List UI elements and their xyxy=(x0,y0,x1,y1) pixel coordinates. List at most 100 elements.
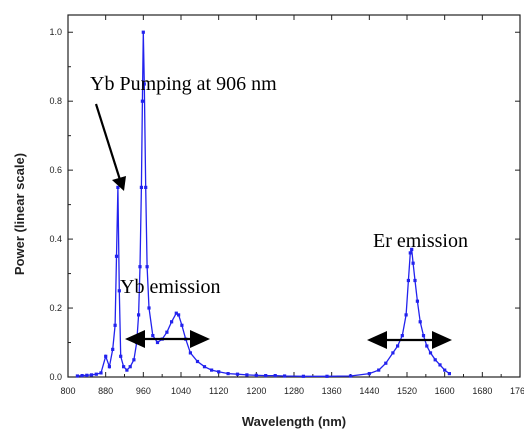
data-point xyxy=(113,323,117,327)
data-point xyxy=(104,354,108,358)
data-point xyxy=(141,30,145,34)
data-point xyxy=(174,311,178,315)
data-point xyxy=(145,265,149,269)
data-point xyxy=(413,278,417,283)
data-point xyxy=(125,368,129,372)
y-tick-label: 0.2 xyxy=(49,303,62,313)
annotation-yb-emission: Yb emission xyxy=(120,276,221,298)
data-point xyxy=(94,372,98,376)
x-tick-label: 1200 xyxy=(246,386,266,396)
data-point xyxy=(433,358,437,362)
data-point xyxy=(245,373,249,377)
data-point xyxy=(111,347,115,351)
annotations: Yb Pumping at 906 nm Yb emission Er emis… xyxy=(90,73,468,349)
data-point xyxy=(406,278,410,283)
data-point xyxy=(226,372,230,376)
data-point xyxy=(400,334,404,338)
annotation-er-emission: Er emission xyxy=(373,230,468,252)
data-point xyxy=(301,374,305,378)
data-point xyxy=(151,334,155,338)
data-point xyxy=(254,373,258,377)
data-point xyxy=(165,330,169,334)
data-point xyxy=(107,365,111,369)
data-point xyxy=(132,358,136,362)
er-emission-arrow-right-head xyxy=(432,331,452,349)
x-tick-label: 1760 xyxy=(510,386,524,396)
data-point xyxy=(128,365,132,369)
x-axis-title: Wavelength (nm) xyxy=(242,414,346,429)
data-point xyxy=(142,82,146,86)
pump-arrow-shaft xyxy=(94,103,123,184)
data-point xyxy=(217,370,221,374)
data-point xyxy=(421,334,426,338)
data-point xyxy=(202,365,207,369)
data-point xyxy=(80,374,84,378)
data-point xyxy=(377,368,381,372)
x-tick-label: 1120 xyxy=(209,386,228,396)
data-point xyxy=(170,320,174,324)
er-emission-arrow-left-head xyxy=(367,331,387,349)
data-point xyxy=(177,313,181,317)
data-point xyxy=(410,247,414,251)
data-point xyxy=(415,299,419,303)
y-tick-label: 0.0 xyxy=(49,372,62,382)
x-tick-label: 1520 xyxy=(397,386,417,396)
y-tick-label: 0.6 xyxy=(49,165,62,175)
data-point xyxy=(114,254,119,258)
x-tick-label: 960 xyxy=(136,386,151,396)
data-point xyxy=(404,313,408,317)
data-point xyxy=(119,354,123,358)
data-point xyxy=(139,185,143,189)
data-point xyxy=(391,351,395,355)
data-point xyxy=(144,185,148,189)
data-point xyxy=(122,365,126,369)
pump-arrow-head xyxy=(112,176,126,191)
x-tick-label: 1040 xyxy=(171,386,191,396)
data-point xyxy=(180,323,184,327)
y-tick-label: 0.8 xyxy=(49,96,62,106)
data-point xyxy=(188,351,192,355)
data-point xyxy=(425,344,429,348)
y-tick-label: 0.4 xyxy=(49,234,62,244)
y-tick-label: 1.0 xyxy=(49,27,62,37)
data-point xyxy=(428,351,433,355)
data-point xyxy=(210,368,214,372)
plot-border xyxy=(67,14,521,378)
data-point xyxy=(137,313,141,317)
y-axis-ticks: 0.0 0.2 0.4 0.6 0.8 1.0 xyxy=(49,27,520,382)
yb-emission-arrow-left-head xyxy=(125,330,145,348)
data-point xyxy=(325,374,329,378)
data-point xyxy=(195,359,200,364)
x-tick-label: 1440 xyxy=(359,386,379,396)
y-axis-title: Power (linear scale) xyxy=(12,153,27,275)
annotation-yb-pumping: Yb Pumping at 906 nm xyxy=(90,73,277,95)
data-point xyxy=(138,265,142,269)
x-tick-label: 1280 xyxy=(284,386,304,396)
data-point xyxy=(384,361,388,365)
data-point xyxy=(283,374,287,378)
x-tick-label: 800 xyxy=(60,386,75,396)
x-tick-label: 880 xyxy=(98,386,113,396)
data-point xyxy=(155,340,160,345)
data-point xyxy=(116,185,120,189)
data-point xyxy=(89,373,94,377)
data-point xyxy=(408,251,412,255)
data-point xyxy=(147,306,151,310)
data-point xyxy=(75,374,79,378)
data-point xyxy=(367,372,371,376)
data-point xyxy=(264,374,268,378)
data-point xyxy=(438,363,442,367)
data-point xyxy=(443,368,447,372)
data-point xyxy=(447,372,451,376)
data-point xyxy=(140,99,144,103)
data-point xyxy=(418,320,422,324)
data-point xyxy=(273,374,277,378)
data-point xyxy=(411,261,415,265)
plot-frame xyxy=(67,14,521,378)
data-point xyxy=(348,374,353,378)
data-point xyxy=(117,289,121,293)
x-tick-label: 1360 xyxy=(322,386,342,396)
yb-emission-arrow-right-head xyxy=(190,330,210,348)
x-tick-label: 1680 xyxy=(472,386,492,396)
